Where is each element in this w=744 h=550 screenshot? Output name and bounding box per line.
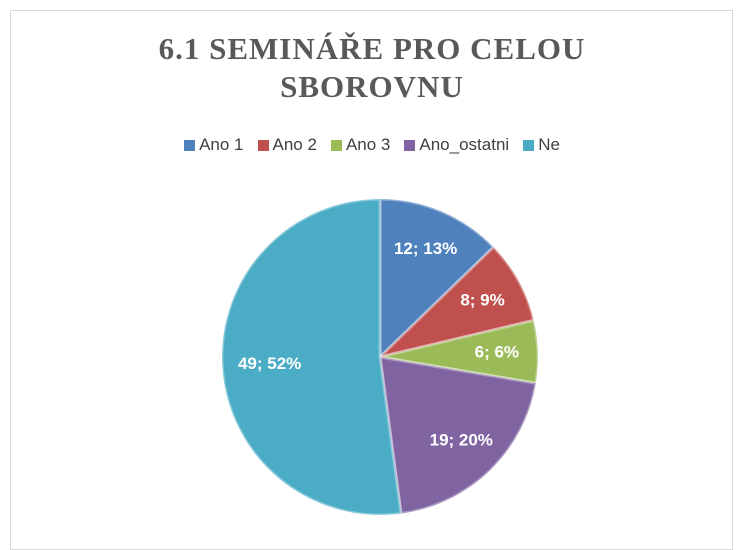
data-label: 8; 9% — [460, 290, 504, 309]
legend-swatch — [523, 139, 535, 151]
data-label: 49; 52% — [238, 354, 301, 373]
legend-item: Ano_ostatni — [404, 135, 509, 155]
legend-item: Ano 2 — [257, 135, 317, 155]
data-label: 19; 20% — [430, 431, 493, 450]
data-label: 6; 6% — [475, 343, 519, 362]
legend-swatch — [330, 139, 342, 151]
chart-title: 6.1 SEMINÁŘE PRO CELOU SBOROVNU — [158, 31, 586, 104]
pie-slice — [378, 355, 538, 516]
chart: 6.1 SEMINÁŘE PRO CELOU SBOROVNU Ano 1 Ano… — [0, 10, 744, 550]
legend-item: Ano 1 — [184, 135, 244, 155]
legend-label: Ano_ostatni — [419, 135, 510, 154]
legend-label: Ano 3 — [345, 135, 391, 154]
legend-label: Ano 1 — [199, 135, 244, 154]
legend-swatch — [184, 139, 196, 151]
legend-label: Ano 2 — [272, 135, 317, 154]
pie-slice — [378, 197, 496, 361]
plot: 12; 13% 8; 9% 6; 6% 19; 20% 49; 52% — [220, 197, 540, 517]
data-label: 12; 13% — [394, 239, 457, 258]
pie-slice — [220, 197, 403, 517]
legend-item: Ne — [523, 135, 560, 155]
legend-item: Ano 3 — [330, 135, 391, 155]
pie-slice — [375, 245, 536, 360]
legend: Ano 1 Ano 2 Ano 3 Ano_ostatni Ne — [0, 135, 744, 155]
legend-swatch — [404, 139, 416, 151]
legend-swatch — [257, 139, 269, 151]
pie-slice — [379, 318, 540, 386]
legend-label: Ne — [538, 135, 560, 154]
